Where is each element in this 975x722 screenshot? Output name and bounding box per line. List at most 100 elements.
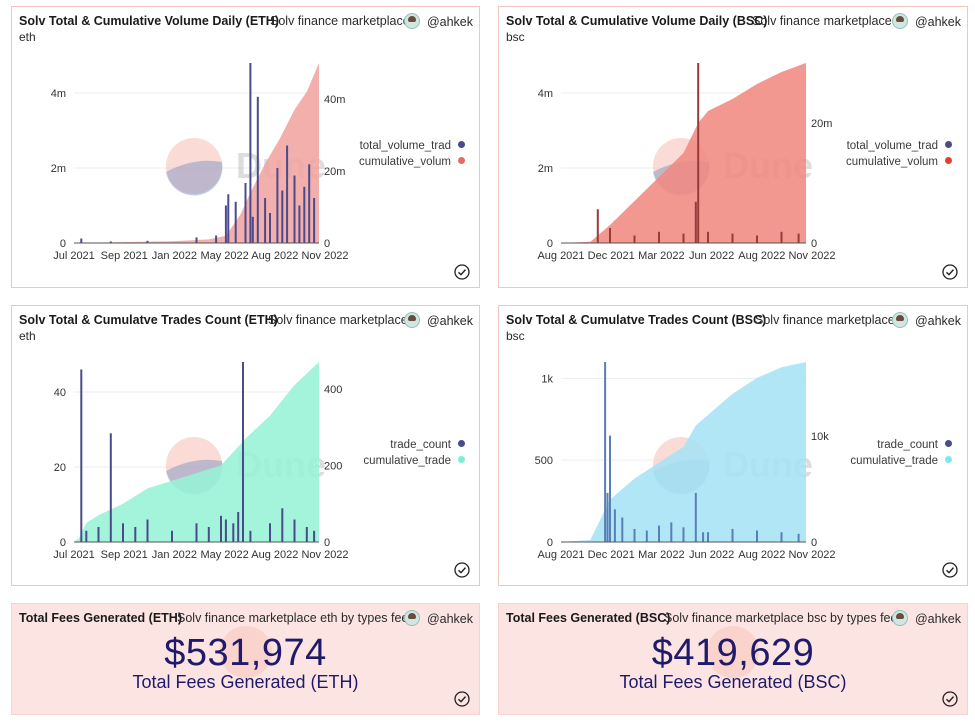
- cumulative-area: [74, 362, 319, 542]
- daily-bar: [224, 205, 227, 243]
- daily-bar: [281, 190, 284, 243]
- y-right-tick-label: 0: [811, 537, 817, 549]
- legend-item[interactable]: total_volume_trad: [834, 138, 952, 154]
- daily-bar: [134, 527, 137, 542]
- daily-bar: [707, 532, 709, 542]
- daily-bar: [604, 362, 607, 542]
- x-tick-label: Sep 2021: [101, 250, 148, 262]
- daily-bar: [109, 241, 112, 243]
- counter-value: $419,629: [651, 632, 815, 674]
- y-right-tick-label: 40m: [324, 94, 345, 106]
- panel-header: Solv Total & Cumulatve Trades Count (BSC…: [506, 311, 961, 331]
- watermark-logo-icon: [166, 160, 223, 196]
- x-tick-label: Aug 2022: [738, 250, 785, 262]
- x-tick-label: Jun 2022: [689, 549, 734, 561]
- daily-bar: [269, 213, 271, 243]
- check-circle-icon[interactable]: [942, 264, 958, 280]
- y-right-tick-label: 200: [324, 460, 342, 472]
- daily-bar: [658, 231, 660, 244]
- x-tick-label: Jan 2022: [152, 549, 197, 561]
- chart-legend: trade_count cumulative_trade: [834, 437, 952, 469]
- daily-bar: [195, 523, 198, 543]
- panel-sublabel: eth: [19, 30, 36, 44]
- daily-bar: [242, 362, 244, 542]
- x-tick-label: Nov 2022: [788, 549, 835, 561]
- chart-legend: trade_count cumulative_trade: [347, 437, 465, 469]
- y-left-tick-label: 20: [54, 462, 66, 474]
- y-right-tick-label: 400: [324, 384, 342, 396]
- chart-legend: total_volume_trad cumulative_volum: [834, 138, 952, 170]
- check-circle-icon[interactable]: [454, 562, 470, 578]
- x-tick-label: Dec 2021: [588, 250, 635, 262]
- panel-subtitle: Solv finance marketplace eth by types fe…: [177, 611, 415, 625]
- legend-item[interactable]: cumulative_trade: [347, 453, 465, 469]
- panel-header: Total Fees Generated (BSC) Solv finance …: [506, 609, 961, 629]
- y-right-tick-label: 10k: [811, 431, 829, 443]
- x-tick-label: Dec 2021: [588, 549, 635, 561]
- author-link[interactable]: @ahkek: [403, 610, 473, 626]
- author-link[interactable]: @ahkek: [403, 13, 473, 29]
- daily-bar: [707, 231, 709, 244]
- daily-bar: [797, 533, 800, 542]
- legend-item[interactable]: trade_count: [347, 437, 465, 453]
- panel-sublabel: bsc: [506, 329, 525, 343]
- y-left-tick-label: 0: [547, 238, 553, 250]
- daily-bar: [313, 530, 316, 543]
- legend-item[interactable]: total_volume_trad: [347, 138, 465, 154]
- author-link[interactable]: @ahkek: [891, 312, 961, 328]
- legend-dot-icon: [945, 456, 952, 463]
- check-circle-icon[interactable]: [454, 264, 470, 280]
- author-link[interactable]: @ahkek: [891, 610, 961, 626]
- counter-panel-eth-fees: Total Fees Generated (ETH) Solv finance …: [11, 603, 480, 715]
- daily-bar: [286, 145, 289, 243]
- daily-bar: [670, 522, 673, 542]
- daily-bar: [85, 530, 88, 543]
- daily-bar: [232, 523, 235, 543]
- daily-bar: [224, 519, 227, 542]
- watermark-logo-icon: [219, 626, 272, 678]
- x-tick-label: Aug 2021: [537, 250, 584, 262]
- check-circle-icon[interactable]: [942, 691, 958, 707]
- daily-bar: [633, 235, 636, 243]
- daily-bar: [195, 237, 198, 243]
- panel-header: Solv Total & Cumulative Volume Daily (ET…: [19, 12, 473, 32]
- panel-subtitle: Solv finance marketplace bsc by types fe…: [664, 611, 904, 625]
- avatar-icon: [891, 312, 908, 328]
- legend-item[interactable]: cumulative_volum: [834, 154, 952, 170]
- author-link[interactable]: @ahkek: [403, 312, 473, 328]
- daily-bar: [305, 527, 308, 542]
- daily-bar: [109, 433, 112, 543]
- daily-bar: [237, 512, 240, 542]
- y-left-tick-label: 1k: [541, 373, 553, 385]
- panel-subtitle: Solv finance marketplace: [755, 313, 895, 327]
- panel-subtitle: Solv finance marketplace: [752, 14, 892, 28]
- legend-item[interactable]: cumulative_trade: [834, 453, 952, 469]
- panel-header: Solv Total & Cumulative Volume Daily (BS…: [506, 12, 961, 32]
- daily-bar: [682, 527, 685, 542]
- check-circle-icon[interactable]: [454, 691, 470, 707]
- check-circle-icon[interactable]: [942, 562, 958, 578]
- panel-sublabel: bsc: [506, 30, 525, 44]
- daily-bar: [264, 198, 267, 243]
- daily-bar: [269, 523, 271, 543]
- legend-item[interactable]: cumulative_volum: [347, 154, 465, 170]
- y-right-tick-label: 20m: [811, 118, 832, 130]
- legend-item[interactable]: trade_count: [834, 437, 952, 453]
- daily-bar: [609, 435, 611, 542]
- daily-bar: [645, 530, 648, 542]
- y-left-tick-label: 2m: [51, 163, 66, 175]
- daily-bar: [613, 509, 616, 542]
- daily-bar: [658, 525, 660, 542]
- daily-bar: [80, 369, 83, 542]
- daily-bar: [780, 532, 783, 542]
- chart-panel-eth-volume: Solv Total & Cumulative Volume Daily (ET…: [11, 6, 480, 288]
- legend-dot-icon: [458, 157, 465, 164]
- y-left-tick-label: 2m: [538, 163, 553, 175]
- legend-dot-icon: [945, 157, 952, 164]
- daily-bar: [234, 201, 237, 244]
- daily-bar: [146, 519, 149, 542]
- x-tick-label: Jan 2022: [152, 250, 197, 262]
- author-link[interactable]: @ahkek: [891, 13, 961, 29]
